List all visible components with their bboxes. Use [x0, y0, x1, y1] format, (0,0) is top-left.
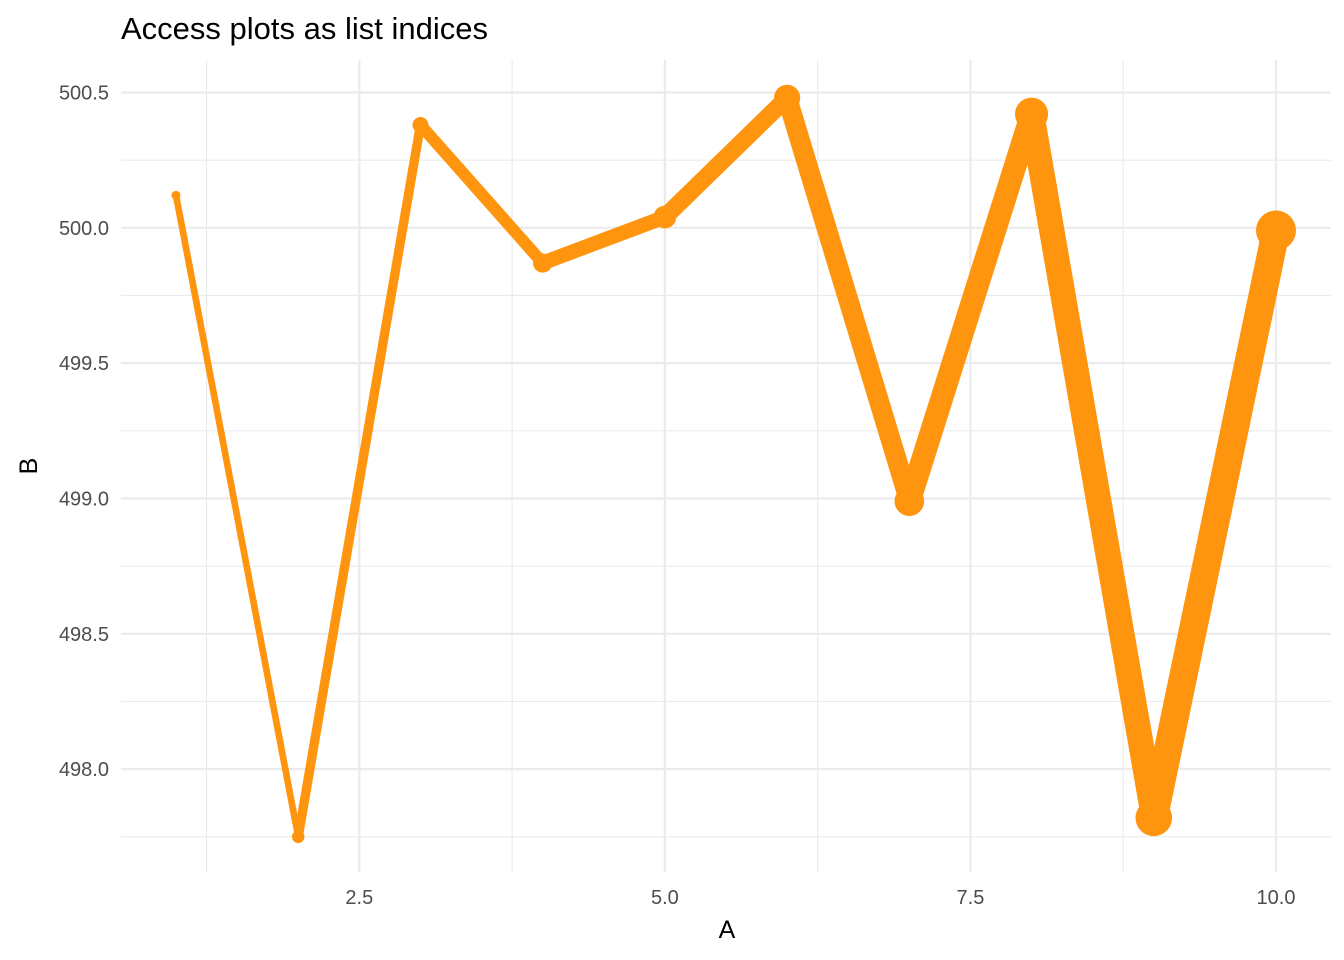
series-layer — [171, 84, 1296, 844]
x-axis-ticks: 2.5 5.0 7.5 10.0 — [345, 887, 1295, 909]
series-line-segment — [658, 91, 794, 224]
x-tick-label: 10.0 — [1257, 887, 1296, 909]
x-tick-label: 2.5 — [345, 887, 373, 909]
data-point — [171, 190, 181, 200]
data-point — [412, 117, 429, 133]
data-point — [774, 84, 801, 112]
x-tick-label: 5.0 — [651, 887, 679, 909]
y-tick-label: 500.0 — [59, 218, 109, 240]
series-line-segment — [777, 94, 919, 505]
series-line-segment — [1140, 227, 1290, 821]
x-tick-label: 7.5 — [957, 887, 985, 909]
series-line-segment — [1019, 111, 1167, 821]
series-line-segment — [415, 120, 548, 267]
y-tick-label: 498.5 — [59, 624, 109, 646]
chart-title: Access plots as list indices — [121, 11, 488, 46]
y-tick-label: 498.0 — [59, 759, 109, 781]
series-line-segment — [540, 210, 668, 270]
data-point — [1015, 97, 1049, 131]
y-axis-title: B — [15, 458, 43, 475]
y-tick-label: 499.0 — [59, 488, 109, 510]
data-point — [653, 205, 677, 229]
series-line-segment — [898, 110, 1043, 505]
y-axis-ticks: 498.0 498.5 499.0 499.5 500.0 500.5 — [59, 82, 109, 781]
data-point — [292, 830, 305, 844]
series-line-segment — [172, 194, 302, 838]
series-line-segment — [293, 124, 426, 838]
y-tick-label: 499.5 — [59, 353, 109, 375]
data-point — [533, 253, 553, 273]
data-point — [1256, 210, 1296, 251]
data-point — [1135, 799, 1173, 837]
y-tick-label: 500.5 — [59, 82, 109, 104]
x-axis-title: A — [719, 916, 736, 944]
data-point — [894, 486, 925, 517]
